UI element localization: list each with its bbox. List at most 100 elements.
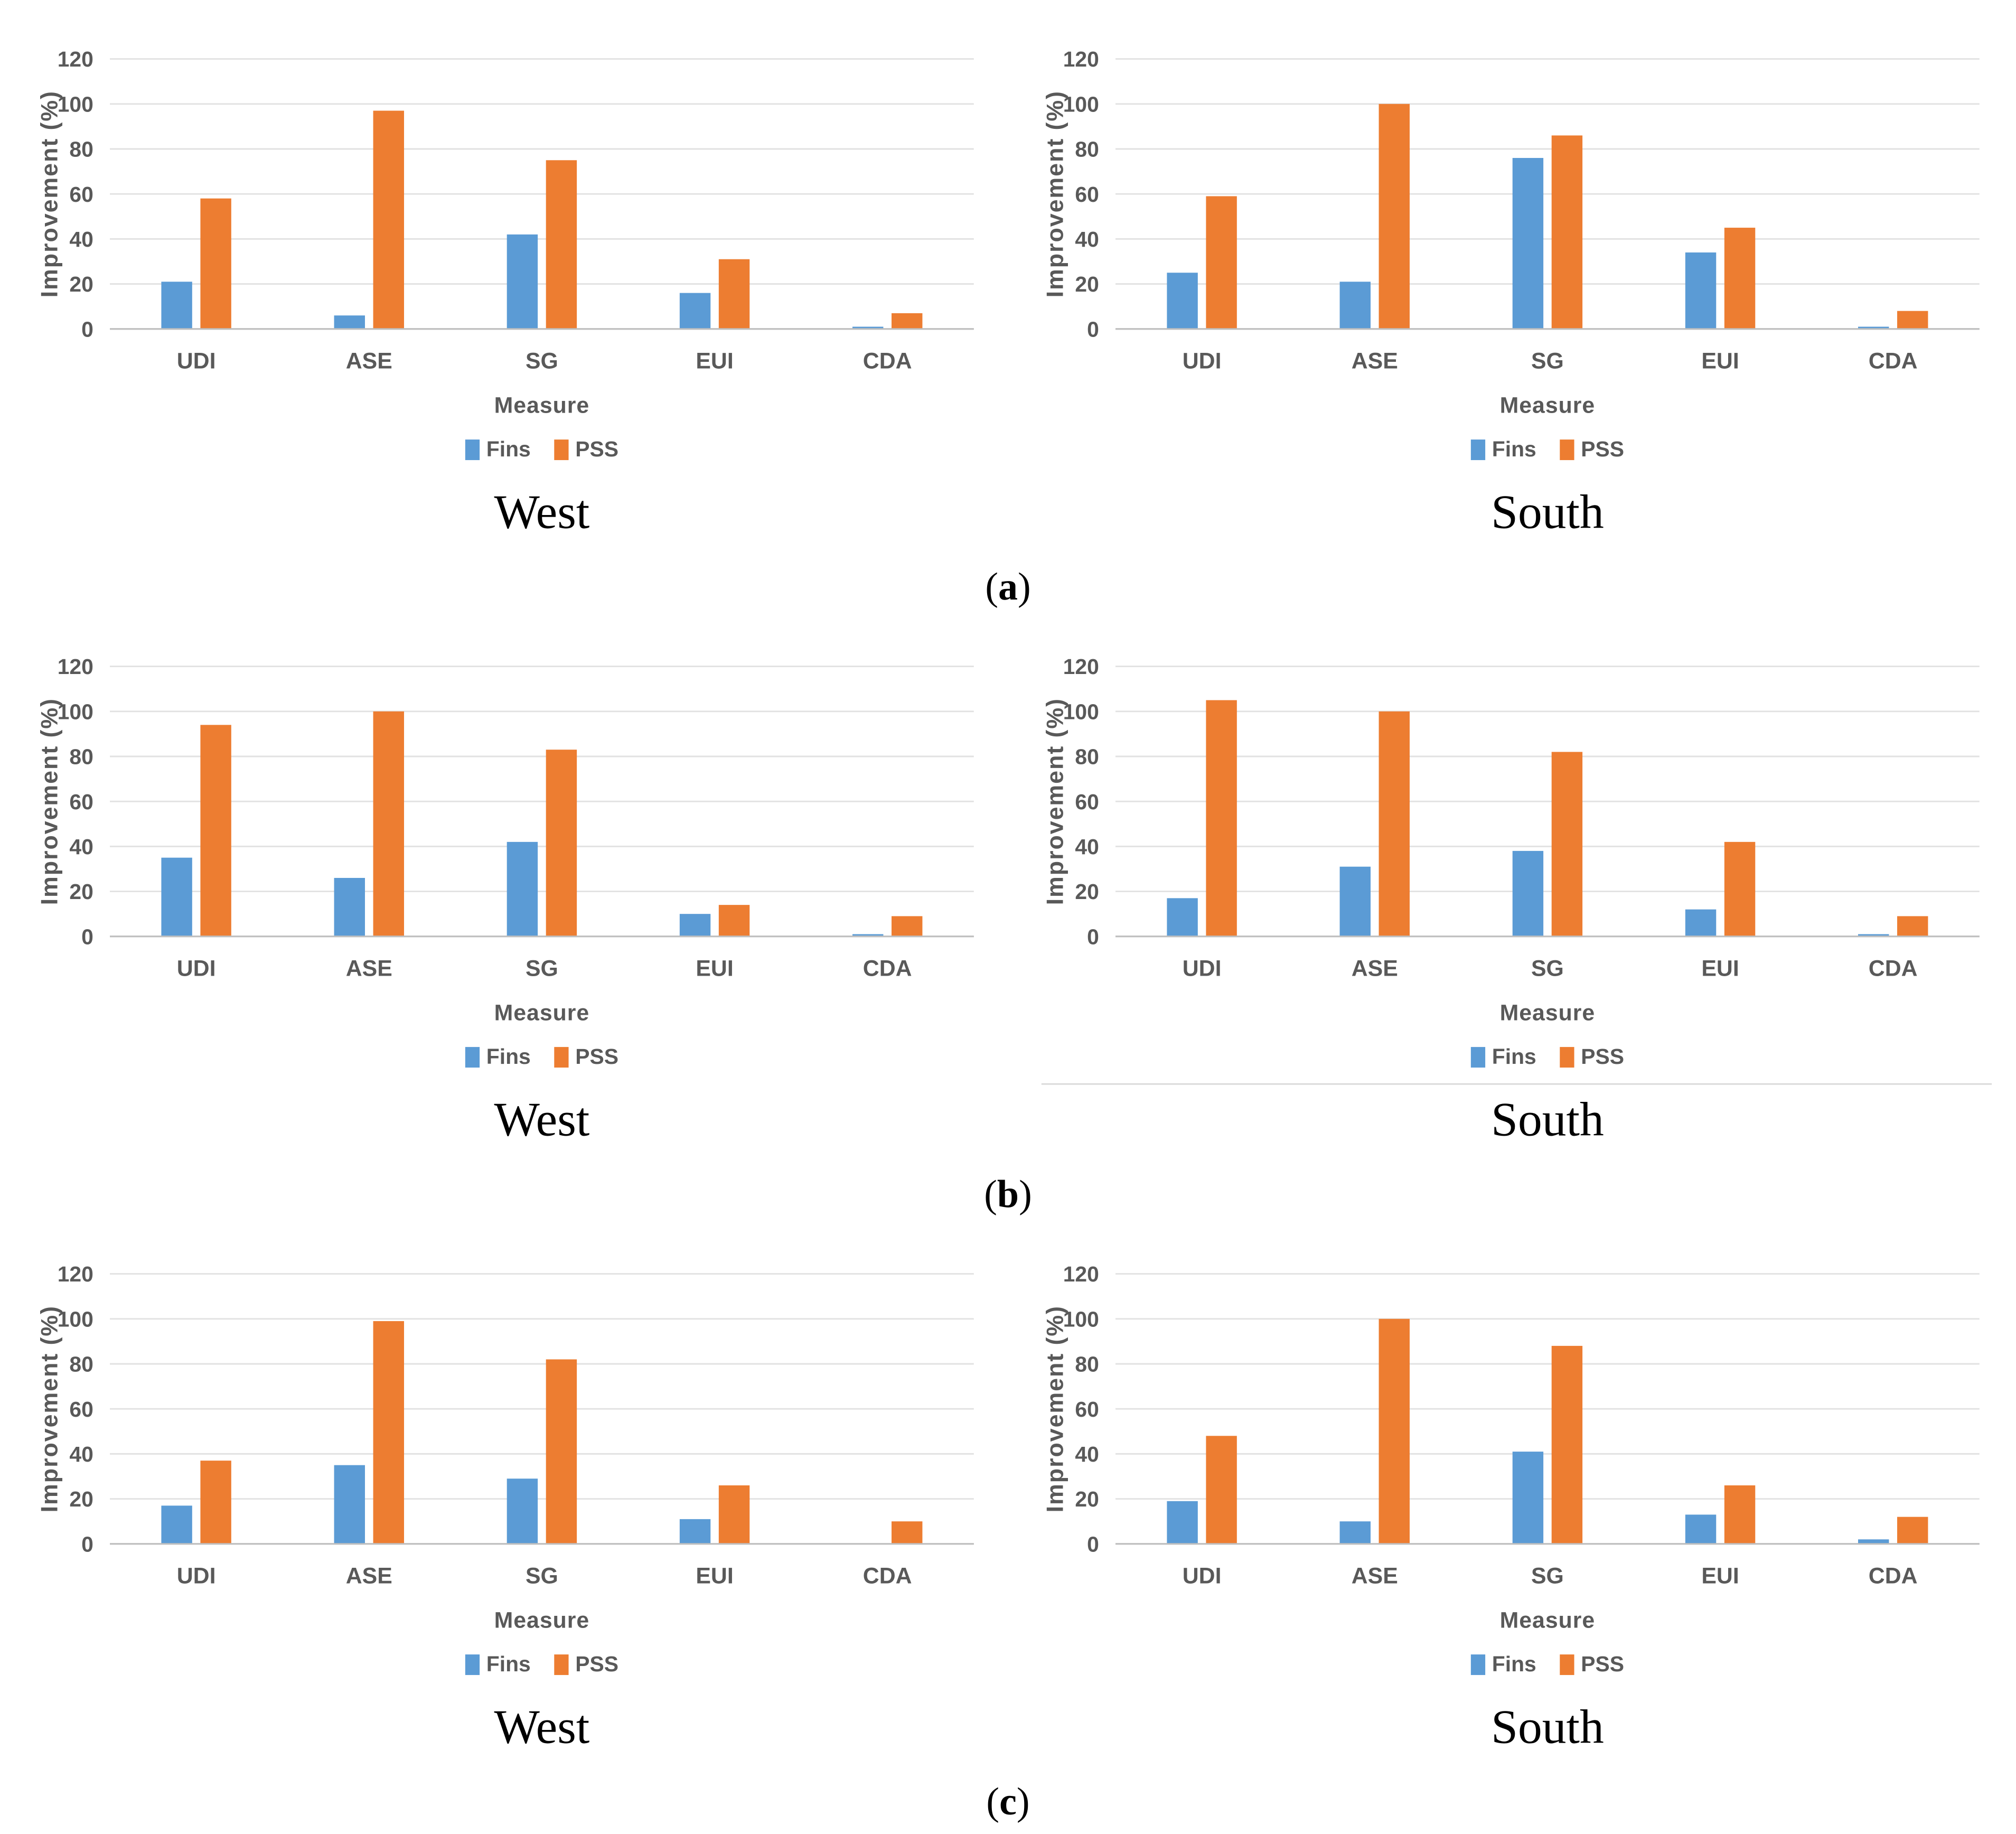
legend-swatch-fins xyxy=(1470,1047,1486,1068)
x-tick-label: EUI xyxy=(1701,349,1739,374)
bar-pss-sg xyxy=(546,750,577,937)
bar-fins-eui xyxy=(679,293,711,329)
y-tick-label: 100 xyxy=(58,1307,93,1331)
bar-pss-cda xyxy=(1897,311,1928,329)
y-tick-label: 80 xyxy=(1075,1352,1099,1377)
bar-fins-ase xyxy=(1339,866,1371,937)
y-tick-label: 120 xyxy=(1063,47,1099,71)
bar-fins-sg xyxy=(507,234,538,329)
bar-pss-sg xyxy=(1551,135,1583,329)
paren-close: ) xyxy=(1019,1173,1032,1216)
x-tick-label: ASE xyxy=(346,1564,392,1589)
bar-pss-udi xyxy=(1206,1436,1237,1544)
x-axis-title: Measure xyxy=(1500,392,1596,418)
legend-label-fins: Fins xyxy=(1492,1652,1536,1676)
panel-label-c: (c) xyxy=(0,1773,2016,1834)
x-tick-label: SG xyxy=(1531,1564,1564,1589)
x-axis-title: Measure xyxy=(494,1607,590,1633)
legend-swatch-fins xyxy=(1470,1654,1486,1676)
y-tick-label: 20 xyxy=(1075,879,1099,904)
x-axis-title: Measure xyxy=(494,392,590,418)
y-tick-label: 0 xyxy=(81,317,93,341)
bar-fins-eui xyxy=(679,1519,711,1544)
bar-pss-eui xyxy=(1724,228,1756,329)
y-tick-label: 0 xyxy=(1087,317,1099,341)
x-tick-label: UDI xyxy=(1183,1564,1222,1589)
y-tick-label: 120 xyxy=(58,47,93,71)
bar-pss-cda xyxy=(892,916,923,937)
x-tick-label: UDI xyxy=(177,956,216,981)
y-axis-title: Improvement (%) xyxy=(1042,1305,1068,1512)
y-tick-label: 40 xyxy=(1075,1442,1099,1466)
bar-pss-sg xyxy=(1551,1345,1583,1544)
y-tick-label: 40 xyxy=(1075,227,1099,251)
legend-label-fins: Fins xyxy=(1492,1044,1536,1069)
x-tick-label: CDA xyxy=(1869,1564,1918,1589)
chart-title: South xyxy=(1491,1092,1604,1146)
bar-fins-cda xyxy=(1858,1539,1889,1544)
legend-swatch-pss xyxy=(554,439,569,461)
x-tick-label: EUI xyxy=(1701,1564,1739,1589)
x-tick-label: EUI xyxy=(696,956,733,981)
panel-letter: b xyxy=(997,1173,1019,1216)
bar-pss-ase xyxy=(373,110,404,329)
bar-pss-cda xyxy=(892,1521,923,1544)
panel-label-b: (b) xyxy=(0,1165,2016,1228)
y-tick-label: 60 xyxy=(1075,1397,1099,1421)
bar-pss-udi xyxy=(200,1461,231,1544)
chart-title: West xyxy=(494,485,590,539)
y-axis-title: Improvement (%) xyxy=(36,698,63,905)
bar-pss-ase xyxy=(1379,711,1410,937)
bar-pss-cda xyxy=(892,313,923,329)
bar-fins-udi xyxy=(1167,273,1198,329)
y-tick-label: 80 xyxy=(1075,137,1099,162)
legend-label-fins: Fins xyxy=(486,1652,531,1676)
y-tick-label: 40 xyxy=(69,227,93,251)
bar-pss-eui xyxy=(718,1485,750,1544)
y-tick-label: 120 xyxy=(1063,654,1099,679)
chart-title: West xyxy=(494,1700,590,1754)
y-tick-label: 0 xyxy=(81,924,93,949)
chart-c-west: 0 20 40 60 80 100 120 Improvement (%) UDI ASE SG EU… xyxy=(33,1236,989,1764)
panel-letter: a xyxy=(998,565,1018,609)
x-tick-label: EUI xyxy=(1701,956,1739,981)
x-tick-label: CDA xyxy=(863,349,912,374)
bar-fins-udi xyxy=(161,857,192,937)
bar-pss-cda xyxy=(1897,1517,1928,1544)
panel-a-row: 0 20 40 60 80 100 120 Improvement (%) UDI ASE SG EU… xyxy=(0,13,2016,558)
y-tick-label: 80 xyxy=(69,1352,93,1377)
bar-chart-svg: 0 20 40 60 80 100 120 Improvement (%) UDI ASE SG EU… xyxy=(36,1262,974,1754)
y-tick-label: 20 xyxy=(69,879,93,904)
bar-fins-cda xyxy=(852,934,884,937)
y-tick-label: 120 xyxy=(1063,1262,1099,1286)
x-tick-label: SG xyxy=(526,956,558,981)
x-tick-label: ASE xyxy=(1352,349,1398,374)
legend-swatch-fins xyxy=(465,1654,480,1676)
chart-a-west: 0 20 40 60 80 100 120 Improvement (%) UDI ASE SG EU… xyxy=(33,21,989,549)
x-tick-label: SG xyxy=(1531,349,1564,374)
bar-fins-cda xyxy=(852,326,884,329)
x-axis-title: Measure xyxy=(1500,1000,1596,1025)
bar-fins-udi xyxy=(161,1505,192,1544)
y-tick-label: 20 xyxy=(1075,1487,1099,1511)
panel-letter: c xyxy=(999,1780,1017,1823)
paren-close: ) xyxy=(1018,565,1031,609)
bar-fins-sg xyxy=(1512,1452,1544,1544)
bar-pss-eui xyxy=(718,905,750,937)
x-tick-label: SG xyxy=(526,349,558,374)
panel-c-row: 0 20 40 60 80 100 120 Improvement (%) UDI ASE SG EU… xyxy=(0,1228,2016,1773)
bar-fins-cda xyxy=(1858,934,1889,937)
x-tick-label: ASE xyxy=(1352,956,1398,981)
legend-label-fins: Fins xyxy=(486,437,531,461)
y-tick-label: 0 xyxy=(1087,1532,1099,1556)
legend-swatch-pss xyxy=(1560,1047,1574,1068)
chart-b-south: 0 20 40 60 80 100 120 Improvement (%) UDI ASE SG EU… xyxy=(1038,629,1995,1157)
bar-fins-sg xyxy=(507,841,538,937)
bar-fins-cda xyxy=(1858,326,1889,329)
x-tick-label: UDI xyxy=(177,1564,216,1589)
y-tick-label: 80 xyxy=(69,137,93,162)
chart-a-south: 0 20 40 60 80 100 120 Improvement (%) UDI ASE SG EU… xyxy=(1038,21,1995,549)
x-tick-label: EUI xyxy=(696,349,733,374)
y-tick-label: 60 xyxy=(69,790,93,814)
